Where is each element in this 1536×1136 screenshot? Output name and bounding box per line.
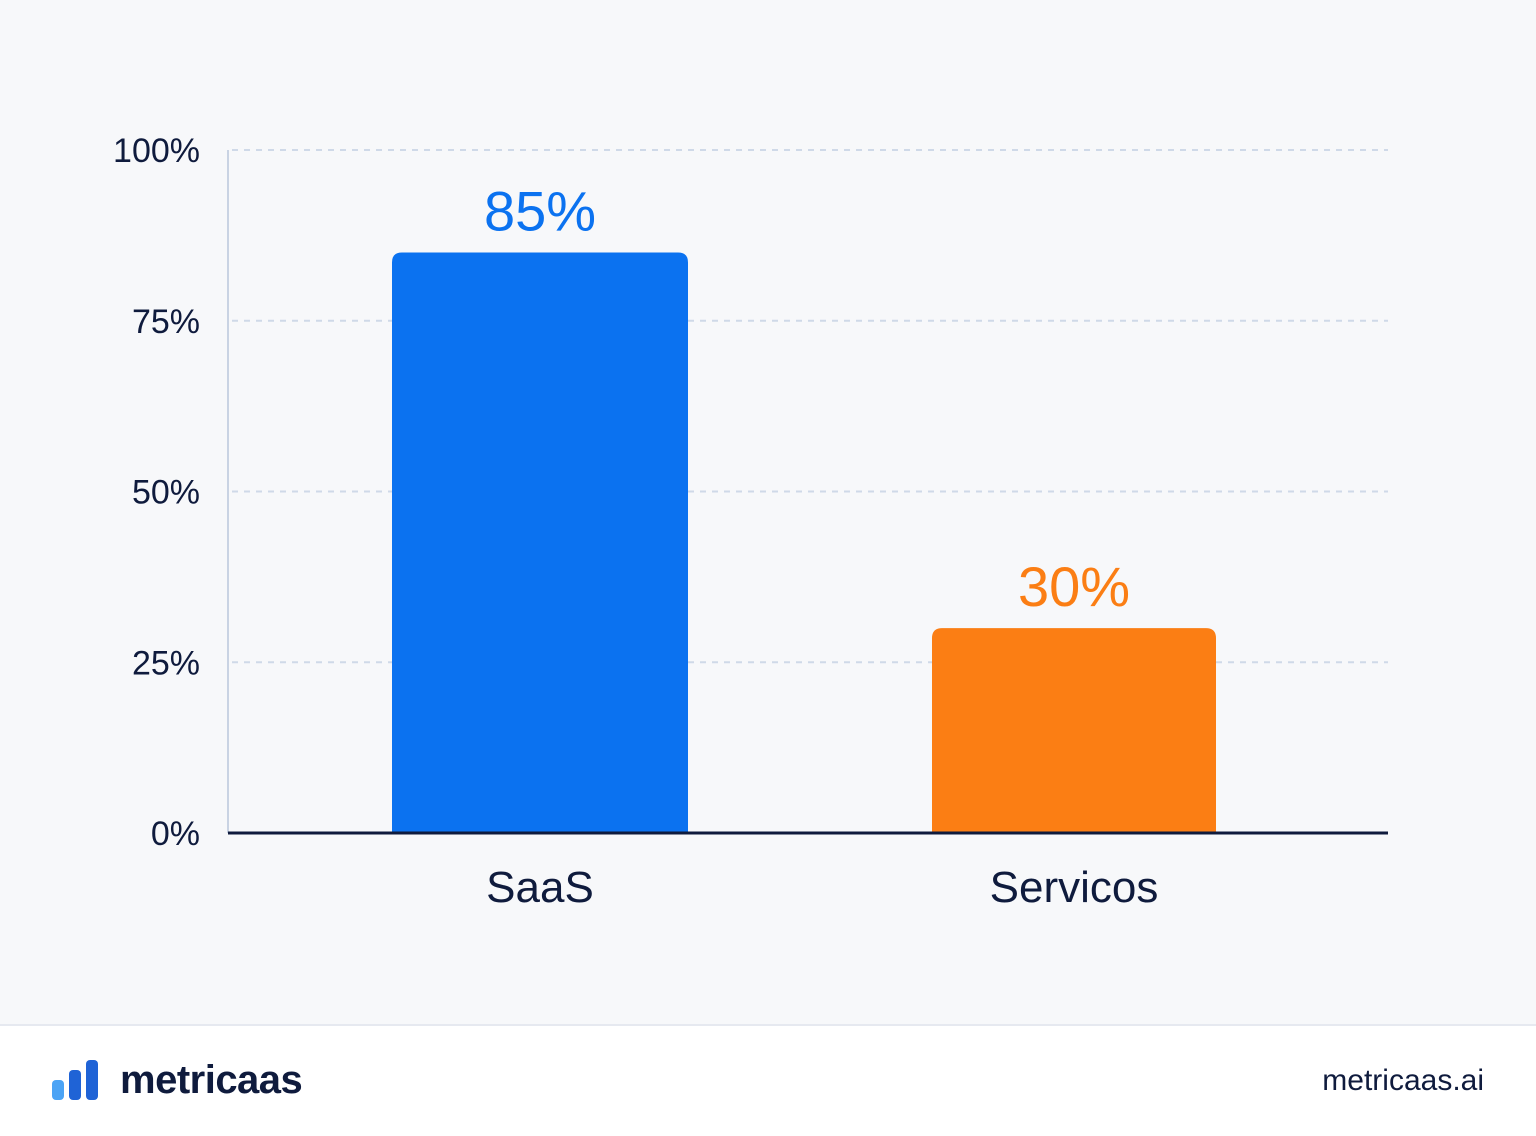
x-tick-label: SaaS [486, 863, 594, 912]
bar-value-label: 30% [1018, 555, 1130, 618]
chart-area: 0% 25% 50% 75% 100% 85% SaaS 30% Servicos [113, 132, 1388, 912]
bar-value-label: 85% [484, 179, 596, 242]
y-tick-label: 100% [113, 132, 200, 170]
brand-name: metricaas [120, 1058, 303, 1102]
site-url[interactable]: metricaas.ai [1322, 1064, 1484, 1097]
logo-bar-short [52, 1080, 64, 1100]
y-tick-label: 50% [132, 474, 200, 512]
x-tick-label: Servicos [990, 863, 1159, 912]
bar-chart-logo-icon [52, 1060, 98, 1100]
footer: metricaas metricaas.ai [0, 1024, 1536, 1136]
y-tick-label: 0% [151, 815, 200, 853]
logo-bar-tall [86, 1060, 98, 1100]
brand[interactable]: metricaas [52, 1058, 303, 1102]
y-tick-label: 25% [132, 644, 200, 682]
bar-chart: 0% 25% 50% 75% 100% 85% SaaS 30% Servicos [113, 132, 1388, 912]
bar-servicos [932, 628, 1216, 833]
bar-saas [392, 252, 688, 833]
logo-bar-medium [69, 1070, 81, 1100]
y-tick-label: 75% [132, 303, 200, 341]
